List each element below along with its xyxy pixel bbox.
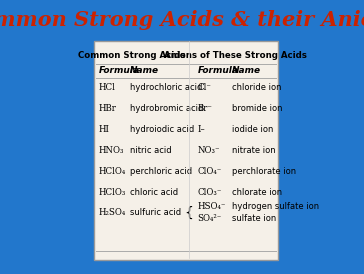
Text: Formula: Formula xyxy=(99,66,140,75)
Text: HBr: HBr xyxy=(99,104,117,113)
Text: {: { xyxy=(185,206,193,220)
Text: iodide ion: iodide ion xyxy=(232,125,274,134)
Text: Name: Name xyxy=(130,66,159,75)
Text: Anions of These Strong Acids: Anions of These Strong Acids xyxy=(164,51,307,60)
Text: Name: Name xyxy=(232,66,261,75)
Text: HSO₄⁻: HSO₄⁻ xyxy=(197,202,226,212)
Text: hydrobromic acid: hydrobromic acid xyxy=(130,104,203,113)
Text: sulfuric acid: sulfuric acid xyxy=(130,209,181,218)
Text: perchlorate ion: perchlorate ion xyxy=(232,167,296,176)
Text: Common Strong Acids & their Anions: Common Strong Acids & their Anions xyxy=(0,10,364,30)
Text: bromide ion: bromide ion xyxy=(232,104,283,113)
Text: NO₃⁻: NO₃⁻ xyxy=(197,146,220,155)
Text: HCl: HCl xyxy=(99,83,116,92)
Text: ClO₃⁻: ClO₃⁻ xyxy=(197,188,222,196)
Text: chloride ion: chloride ion xyxy=(232,83,282,92)
Text: HClO₄: HClO₄ xyxy=(99,167,126,176)
Text: SO₄²⁻: SO₄²⁻ xyxy=(197,215,222,223)
Text: Cl⁻: Cl⁻ xyxy=(197,83,211,92)
Text: Formula: Formula xyxy=(197,66,238,75)
Text: I–: I– xyxy=(197,125,205,134)
Text: hydroiodic acid: hydroiodic acid xyxy=(130,125,194,134)
Text: nitrate ion: nitrate ion xyxy=(232,146,276,155)
Text: chlorate ion: chlorate ion xyxy=(232,188,282,196)
Text: ClO₄⁻: ClO₄⁻ xyxy=(197,167,222,176)
Text: chloric acid: chloric acid xyxy=(130,188,178,196)
Text: sulfate ion: sulfate ion xyxy=(232,215,277,223)
FancyBboxPatch shape xyxy=(94,41,278,260)
Text: Br⁻: Br⁻ xyxy=(197,104,212,113)
Text: hydrogen sulfate ion: hydrogen sulfate ion xyxy=(232,202,319,212)
Text: H₂SO₄: H₂SO₄ xyxy=(99,209,126,218)
Text: HClO₃: HClO₃ xyxy=(99,188,126,196)
Text: hydrochloric acid: hydrochloric acid xyxy=(130,83,202,92)
Text: nitric acid: nitric acid xyxy=(130,146,171,155)
Text: perchloric acid: perchloric acid xyxy=(130,167,192,176)
Text: HNO₃: HNO₃ xyxy=(99,146,124,155)
Text: Common Strong Acids: Common Strong Acids xyxy=(78,51,186,60)
Text: HI: HI xyxy=(99,125,110,134)
